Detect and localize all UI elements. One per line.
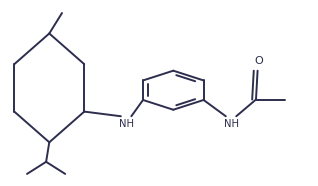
Text: O: O (255, 56, 264, 66)
Text: NH: NH (224, 119, 239, 129)
Text: NH: NH (119, 119, 134, 129)
